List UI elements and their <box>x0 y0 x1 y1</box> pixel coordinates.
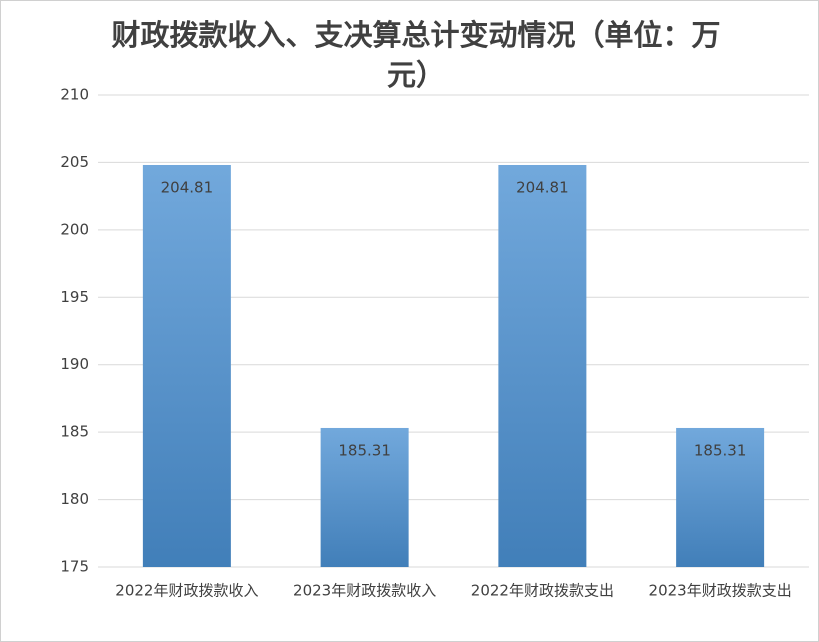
y-tick-label: 200 <box>60 220 89 238</box>
y-tick-label: 190 <box>60 355 89 373</box>
y-tick-label: 185 <box>60 423 89 441</box>
data-label: 185.31 <box>338 441 391 459</box>
data-label: 185.31 <box>694 441 747 459</box>
bar <box>142 164 231 568</box>
y-tick-label: 210 <box>60 86 89 104</box>
x-tick-label: 2023年财政拨款支出 <box>649 582 792 600</box>
y-tick-label: 205 <box>60 153 89 171</box>
y-tick-label: 175 <box>60 558 89 576</box>
bar <box>498 164 587 568</box>
x-tick-label: 2023年财政拨款收入 <box>293 582 436 600</box>
x-tick-label: 2022年财政拨款收入 <box>115 582 258 600</box>
data-label: 204.81 <box>516 178 569 196</box>
chart-title: 财政拨款收入、支决算总计变动情况（单位：万元） <box>111 18 721 92</box>
y-tick-label: 180 <box>60 490 89 508</box>
x-tick-label: 2022年财政拨款支出 <box>471 582 614 600</box>
data-label: 204.81 <box>161 178 214 196</box>
bar <box>676 427 765 567</box>
y-tick-label: 195 <box>60 288 89 306</box>
bar <box>320 427 409 567</box>
